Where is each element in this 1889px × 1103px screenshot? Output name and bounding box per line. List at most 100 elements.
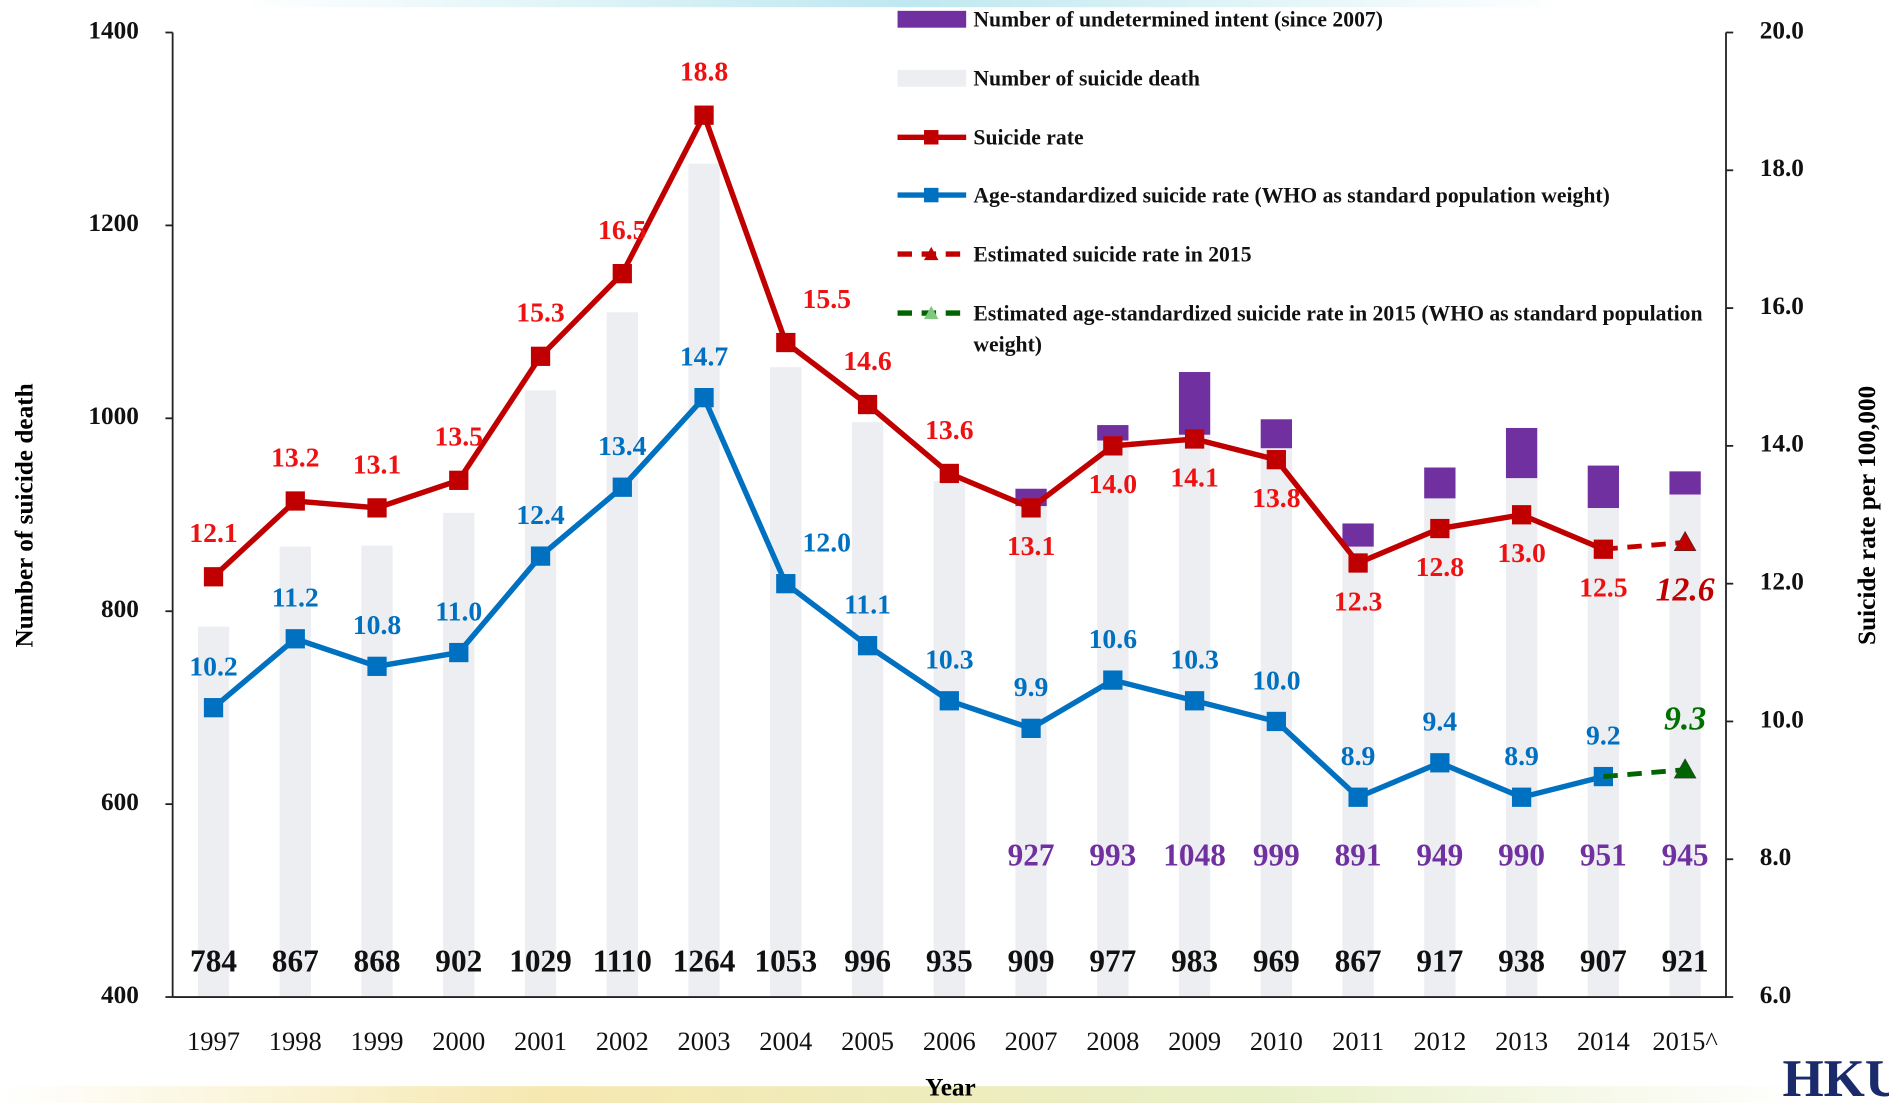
legend-text-box: Number of undetermined intent (since 200…	[973, 7, 1383, 31]
marker	[367, 656, 387, 676]
x-tick-label: 1998	[269, 1026, 322, 1056]
data-label: 12.0	[803, 526, 851, 557]
data-label: 12.4	[516, 499, 565, 530]
bar-label: 784	[190, 944, 237, 979]
bar-label: 902	[435, 944, 482, 979]
marker	[1673, 530, 1697, 552]
y-axis-title: Number of suicide death	[11, 383, 39, 647]
data-label: 14.6	[843, 345, 892, 376]
data-label: 13.8	[1252, 482, 1300, 513]
marker	[776, 574, 796, 594]
legend-marker	[924, 187, 939, 203]
bar-label: 1029	[509, 944, 572, 979]
x-tick-label: 2003	[678, 1026, 731, 1056]
data-label: 15.5	[803, 283, 851, 314]
legend-marker	[924, 130, 939, 145]
marker	[1021, 718, 1041, 738]
bar	[1587, 508, 1620, 998]
marker	[203, 698, 224, 718]
bar-segment	[1178, 372, 1211, 435]
x-tick-label: 2008	[1086, 1026, 1139, 1056]
marker	[1266, 450, 1286, 470]
x-tick-label: 2013	[1495, 1026, 1548, 1056]
marker	[694, 388, 714, 408]
data-label: 8.9	[1341, 740, 1376, 771]
y2-tick-label: 10.0	[1760, 705, 1804, 733]
bar-label: 909	[1008, 944, 1055, 979]
y2-tick-label: 20.0	[1760, 16, 1804, 44]
y2-tick-label: 8.0	[1760, 843, 1792, 871]
bar-label: 1110	[593, 944, 652, 979]
bar	[688, 163, 720, 998]
data-label: 10.3	[925, 644, 973, 675]
total-label: 927	[1008, 838, 1055, 873]
y-tick-label: 400	[101, 981, 139, 1009]
marker	[1266, 711, 1286, 732]
bar-segment	[1260, 419, 1292, 449]
data-label: 10.3	[1170, 644, 1218, 675]
bar-label: 1053	[755, 944, 818, 979]
x-tick-label: 2006	[923, 1026, 976, 1056]
legend-item: Suicide rate	[897, 125, 1084, 149]
bar-label: 969	[1253, 944, 1300, 979]
bar-segment	[1342, 523, 1374, 547]
connector	[1603, 539, 1686, 552]
bar-segment	[1424, 467, 1456, 499]
bar	[933, 481, 965, 998]
y2-tick-label: 6.0	[1760, 981, 1792, 1009]
y2-tick-label: 14.0	[1760, 430, 1804, 458]
line	[211, 108, 1605, 579]
data-label: 11.1	[844, 588, 891, 619]
bar	[1505, 478, 1538, 998]
legend-item: Estimated suicide rate in 2015	[897, 242, 1252, 266]
total-label: 1048	[1163, 838, 1226, 873]
bar-label: 935	[926, 944, 973, 979]
data-label: 9.3	[1664, 700, 1706, 737]
data-label: 8.9	[1504, 740, 1539, 771]
marker	[449, 470, 469, 490]
marker	[1511, 787, 1532, 807]
marker	[612, 477, 632, 497]
y-tick-label: 600	[101, 788, 139, 816]
y2-axis-title: Suicide rate per 100,000	[1853, 386, 1881, 645]
data-label: 12.6	[1656, 572, 1715, 609]
marker	[1103, 436, 1123, 456]
marker	[694, 105, 714, 125]
data-label: 12.1	[189, 517, 237, 548]
bar-label: 977	[1089, 944, 1136, 979]
data-label: 15.3	[516, 297, 564, 328]
x-tick-label: 2012	[1413, 1026, 1466, 1056]
bar	[1015, 506, 1047, 998]
data-label: 13.1	[1007, 530, 1055, 561]
marker	[449, 642, 469, 663]
bar	[770, 367, 802, 998]
marker	[857, 636, 878, 656]
bar-segment	[1505, 427, 1538, 479]
y2-tick-label: 12.0	[1760, 567, 1804, 595]
total-label: 999	[1253, 838, 1300, 873]
marker	[530, 346, 551, 366]
x-tick-label: 1999	[351, 1026, 404, 1056]
data-label: 9.9	[1014, 671, 1049, 702]
marker	[1430, 518, 1450, 539]
data-label: 11.2	[272, 582, 319, 613]
marker	[1103, 670, 1123, 690]
marker	[1348, 553, 1368, 573]
bar-label: 983	[1171, 944, 1218, 979]
marker	[367, 498, 387, 518]
x-tick-label: 2001	[514, 1026, 567, 1056]
bar-label: 907	[1580, 944, 1627, 979]
y2-tick-label: 16.0	[1760, 292, 1804, 320]
data-label: 10.6	[1089, 623, 1138, 654]
bar	[1097, 440, 1129, 998]
total-label: 891	[1335, 838, 1382, 873]
x-tick-label: 2002	[596, 1026, 649, 1056]
legend-item: Number of suicide death	[897, 66, 1200, 90]
marker	[939, 691, 959, 711]
legend-swatch	[897, 10, 967, 28]
data-label: 10.0	[1252, 664, 1300, 695]
data-label: 16.5	[598, 214, 646, 245]
legend-item: Age-standardized suicide rate (WHO as st…	[897, 183, 1610, 207]
bar	[1424, 498, 1456, 998]
